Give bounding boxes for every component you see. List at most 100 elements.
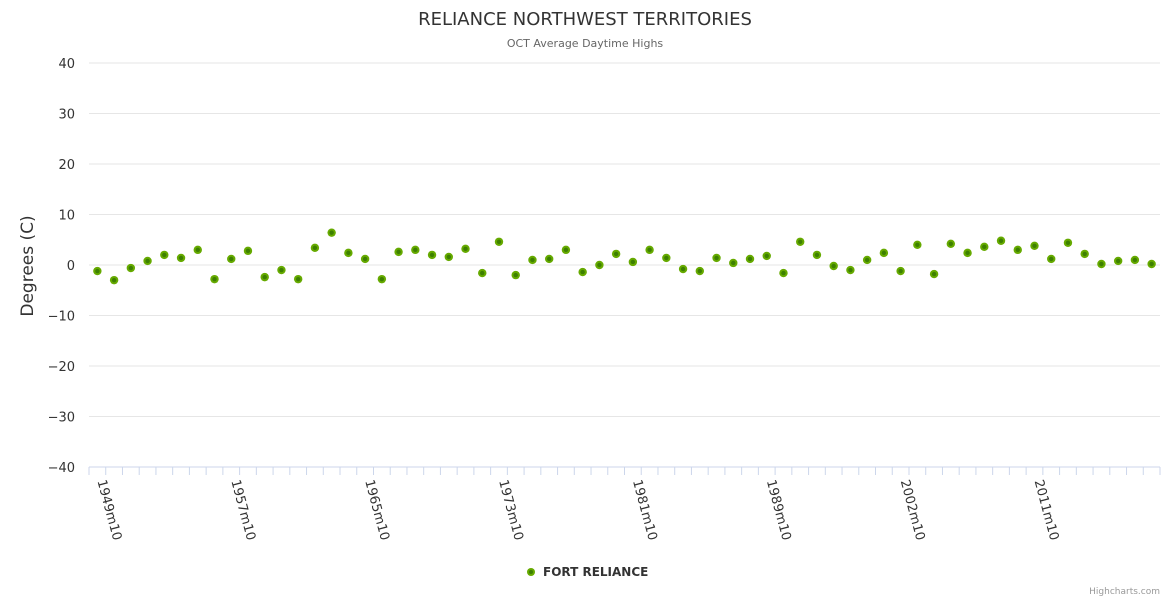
data-point-core bbox=[1115, 258, 1121, 264]
legend-marker-core bbox=[529, 570, 533, 574]
data-point[interactable] bbox=[478, 268, 487, 278]
data-point-core bbox=[798, 239, 803, 244]
data-point[interactable] bbox=[143, 256, 152, 266]
data-point[interactable] bbox=[913, 240, 922, 249]
data-point[interactable] bbox=[745, 254, 755, 264]
data-point[interactable] bbox=[310, 243, 320, 253]
data-point-core bbox=[647, 247, 652, 253]
data-point[interactable] bbox=[1097, 259, 1106, 269]
chart-subtitle: OCT Average Daytime Highs bbox=[507, 37, 664, 50]
credits-link[interactable]: Highcharts.com bbox=[1089, 587, 1160, 597]
data-point[interactable] bbox=[929, 269, 939, 279]
data-point[interactable] bbox=[260, 272, 269, 282]
data-point-core bbox=[982, 244, 987, 250]
data-point[interactable] bbox=[812, 250, 822, 260]
data-point[interactable] bbox=[176, 253, 186, 263]
data-point[interactable] bbox=[1047, 254, 1056, 264]
x-tick-label: 1973m10 bbox=[495, 478, 526, 542]
data-point-core bbox=[178, 255, 184, 261]
data-point-core bbox=[95, 268, 100, 274]
data-point[interactable] bbox=[193, 245, 202, 255]
data-point[interactable] bbox=[544, 254, 554, 264]
data-point[interactable] bbox=[561, 245, 571, 255]
data-point[interactable] bbox=[796, 237, 805, 246]
data-point[interactable] bbox=[427, 250, 437, 260]
data-point[interactable] bbox=[511, 270, 520, 280]
data-point-core bbox=[1132, 257, 1138, 263]
data-point[interactable] bbox=[879, 248, 889, 258]
data-point-core bbox=[898, 268, 903, 274]
data-point[interactable] bbox=[227, 254, 236, 264]
data-point-core bbox=[563, 247, 569, 253]
data-point-core bbox=[245, 248, 251, 254]
data-point-core bbox=[162, 252, 167, 258]
data-point[interactable] bbox=[762, 251, 771, 261]
y-tick-label: 30 bbox=[58, 108, 75, 123]
data-point[interactable] bbox=[126, 263, 136, 273]
data-point[interactable] bbox=[344, 248, 353, 258]
data-point[interactable] bbox=[662, 253, 671, 263]
data-point-core bbox=[1065, 240, 1071, 245]
data-point[interactable] bbox=[160, 250, 169, 260]
data-point-core bbox=[881, 250, 887, 256]
data-point[interactable] bbox=[1130, 255, 1140, 265]
legend-item[interactable]: FORT RELIANCE bbox=[527, 565, 648, 579]
data-point[interactable] bbox=[712, 253, 721, 263]
data-point[interactable] bbox=[411, 245, 420, 255]
data-point[interactable] bbox=[846, 265, 855, 275]
data-point[interactable] bbox=[1113, 256, 1123, 266]
data-point[interactable] bbox=[243, 246, 253, 256]
data-point-core bbox=[496, 239, 502, 244]
data-point-core bbox=[1099, 261, 1104, 267]
data-point[interactable] bbox=[293, 274, 303, 284]
data-point-core bbox=[530, 257, 535, 263]
data-point-core bbox=[831, 263, 836, 269]
y-axis-title: Degrees (C) bbox=[18, 215, 38, 316]
data-point[interactable] bbox=[578, 267, 587, 277]
data-point-core bbox=[697, 268, 703, 274]
data-point[interactable] bbox=[996, 236, 1006, 245]
data-point[interactable] bbox=[896, 266, 905, 276]
data-point[interactable] bbox=[461, 244, 470, 254]
y-tick-label: 20 bbox=[58, 158, 75, 173]
data-point[interactable] bbox=[963, 248, 972, 258]
data-point[interactable] bbox=[611, 249, 621, 259]
data-point[interactable] bbox=[695, 266, 705, 276]
data-point[interactable] bbox=[628, 257, 638, 267]
data-point[interactable] bbox=[494, 237, 504, 246]
data-point[interactable] bbox=[645, 245, 654, 255]
data-point-core bbox=[731, 260, 736, 266]
data-point[interactable] bbox=[862, 255, 872, 265]
data-point[interactable] bbox=[109, 275, 119, 285]
data-point[interactable] bbox=[729, 258, 738, 268]
data-point[interactable] bbox=[93, 266, 102, 276]
data-point[interactable] bbox=[829, 261, 838, 271]
data-point[interactable] bbox=[360, 254, 370, 264]
data-point[interactable] bbox=[595, 260, 604, 270]
data-point[interactable] bbox=[210, 274, 219, 284]
data-point-core bbox=[145, 258, 150, 264]
data-point-core bbox=[580, 269, 585, 275]
data-point[interactable] bbox=[1063, 238, 1073, 247]
data-point[interactable] bbox=[394, 247, 403, 257]
data-point-core bbox=[597, 262, 602, 268]
data-point[interactable] bbox=[678, 264, 688, 274]
data-point-core bbox=[965, 250, 970, 256]
data-point[interactable] bbox=[327, 228, 336, 237]
data-point-core bbox=[630, 259, 636, 265]
data-point-core bbox=[513, 272, 518, 278]
data-point[interactable] bbox=[980, 242, 989, 252]
data-point[interactable] bbox=[779, 268, 788, 278]
data-point[interactable] bbox=[1030, 241, 1039, 251]
data-point[interactable] bbox=[946, 239, 956, 248]
data-point[interactable] bbox=[444, 252, 453, 262]
data-point[interactable] bbox=[377, 274, 387, 284]
data-point[interactable] bbox=[1013, 245, 1022, 255]
y-tick-label: −10 bbox=[48, 310, 75, 325]
data-point[interactable] bbox=[1147, 259, 1156, 269]
data-point[interactable] bbox=[1080, 249, 1089, 259]
data-point[interactable] bbox=[528, 255, 537, 265]
data-point[interactable] bbox=[277, 265, 286, 275]
data-point-core bbox=[848, 267, 853, 273]
